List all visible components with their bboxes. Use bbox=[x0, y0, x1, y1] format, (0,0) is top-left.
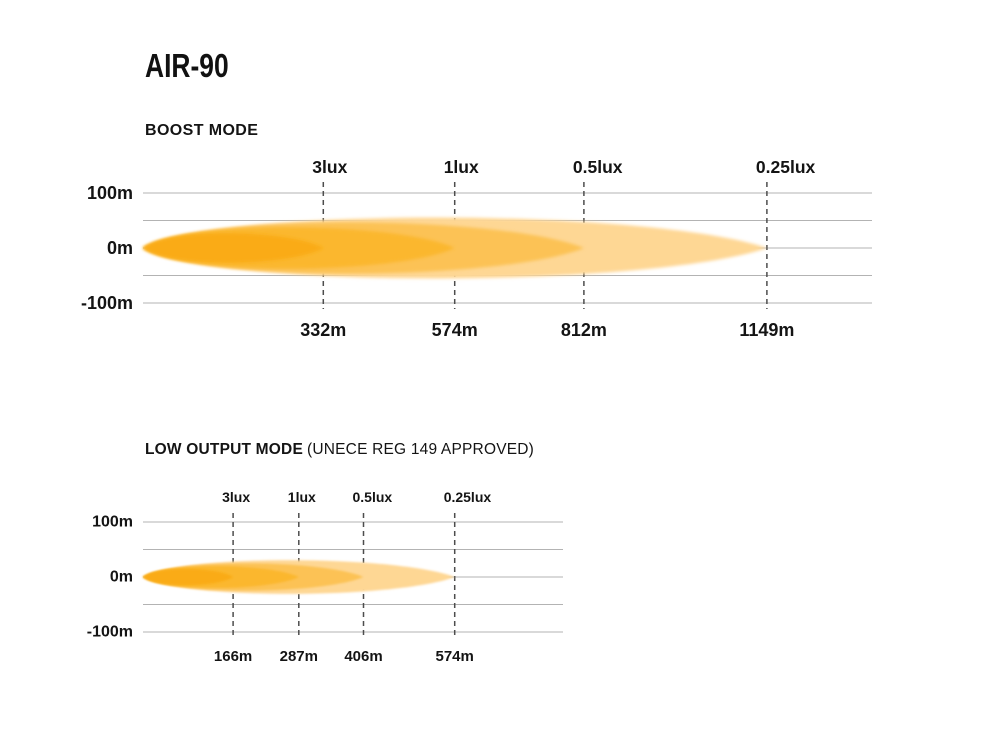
lux-label: 0.5lux bbox=[573, 157, 623, 177]
distance-label: 574m bbox=[432, 320, 478, 340]
lux-label: 3lux bbox=[312, 157, 347, 177]
y-axis-label: 0m bbox=[110, 569, 133, 586]
distance-label: 166m bbox=[214, 648, 252, 665]
low-output-mode-heading: LOW OUTPUT MODE (UNECE REG 149 APPROVED) bbox=[145, 441, 534, 459]
distance-label: 574m bbox=[436, 648, 474, 665]
low-output-mode-subtitle: (UNECE REG 149 APPROVED) bbox=[307, 441, 535, 458]
boost-mode-title: BOOST MODE bbox=[145, 122, 259, 139]
lux-label: 0.25lux bbox=[444, 489, 492, 505]
distance-label: 812m bbox=[561, 320, 607, 340]
distance-label: 287m bbox=[280, 648, 318, 665]
low-output-mode-title: LOW OUTPUT MODE bbox=[145, 441, 303, 458]
y-axis-label: 100m bbox=[87, 183, 133, 203]
beam-layer-3lux bbox=[143, 233, 324, 263]
distance-label: 406m bbox=[344, 648, 382, 665]
distance-label: 332m bbox=[300, 320, 346, 340]
y-axis-label: 100m bbox=[92, 514, 133, 531]
y-axis-label: -100m bbox=[81, 293, 133, 313]
lux-label: 1lux bbox=[288, 489, 316, 505]
product-title: AIR-90 bbox=[145, 47, 229, 84]
y-axis-label: 0m bbox=[107, 238, 133, 258]
beam-chart-1: 100m 0m -100m 3lux 166m 1lux 287m 0.5lux 406m 0.2… bbox=[87, 489, 563, 665]
boost-mode-heading: BOOST MODE bbox=[145, 122, 258, 140]
lux-label: 3lux bbox=[222, 489, 250, 505]
lux-label: 0.5lux bbox=[353, 489, 393, 505]
distance-label: 1149m bbox=[739, 320, 794, 340]
beam-layer-3lux bbox=[143, 568, 234, 586]
beam-chart-0: 100m 0m -100m 3lux 332m 1lux 574m 0.5lux 812m 0.2… bbox=[81, 157, 872, 340]
lux-label: 1lux bbox=[444, 157, 479, 177]
y-axis-label: -100m bbox=[87, 624, 133, 641]
lux-label: 0.25lux bbox=[756, 157, 816, 177]
